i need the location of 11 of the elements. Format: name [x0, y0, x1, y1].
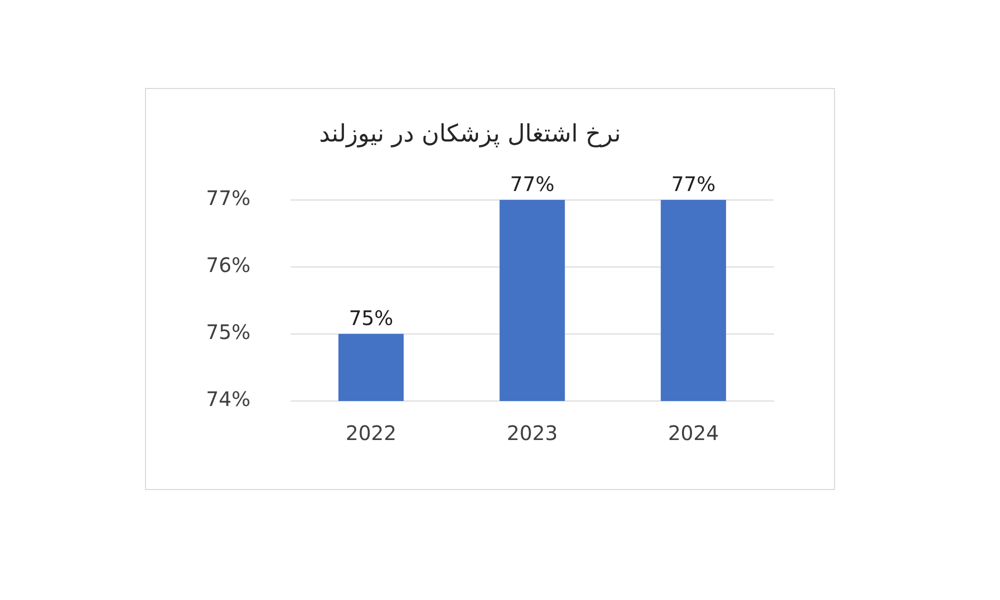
data-label: 75%	[348, 306, 394, 330]
data-label: 77%	[510, 172, 554, 196]
data-label: 77%	[671, 172, 716, 196]
y-tick-label: 74%	[206, 387, 250, 412]
y-tick-label: 75%	[206, 320, 250, 344]
y-tick-label: 77%	[206, 186, 250, 210]
chart-title: نرخ اشتغال پزشکان در نیوزلند	[319, 120, 621, 148]
x-tick-label: 2023	[506, 421, 558, 446]
x-tick-label: 2022	[346, 421, 396, 446]
x-tick-label: 2024	[668, 421, 719, 446]
y-tick-label: 76%	[206, 253, 250, 278]
